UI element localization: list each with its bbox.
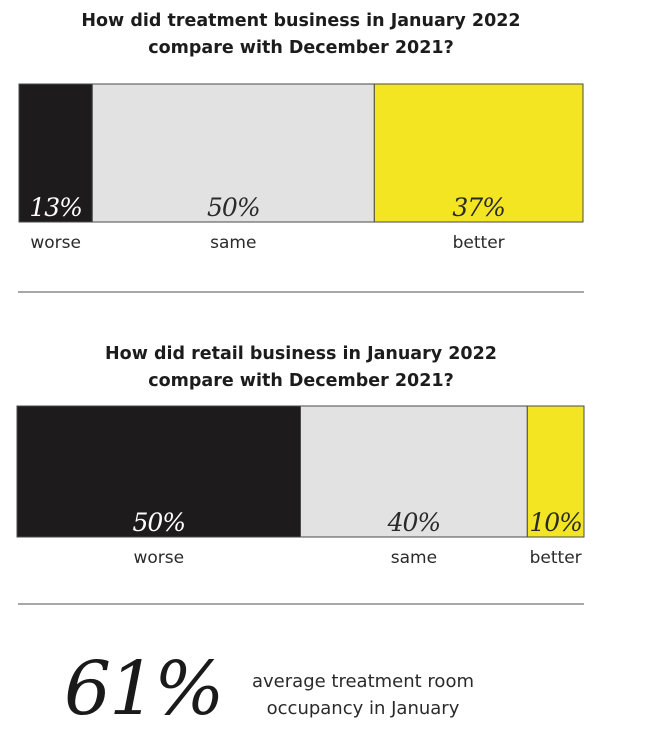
chart2-value-label-same: 40%: [387, 508, 441, 537]
chart1-title-line1: How did treatment business in January 20…: [81, 11, 521, 31]
chart2-title-line2: compare with December 2021?: [148, 371, 454, 391]
chart1-category-label-better: better: [453, 233, 505, 253]
chart2-category-label-better: better: [530, 548, 582, 568]
chart1-category-label-worse: worse: [30, 233, 81, 253]
stat-value: 61%: [64, 646, 222, 732]
chart2-value-label-better: 10%: [529, 508, 582, 537]
chart1-stacked-bar: 13% worse 50% same 37% better: [18, 83, 584, 253]
chart2-segment-better: [526, 405, 585, 538]
chart1-value-label-better: 37%: [452, 193, 505, 222]
chart1-title: How did treatment business in January 20…: [0, 8, 602, 62]
chart1-category-label-same: same: [210, 233, 256, 253]
chart1-value-label-worse: 13%: [29, 193, 82, 222]
chart1-segment-better: [373, 83, 584, 223]
chart2-category-label-same: same: [391, 548, 437, 568]
stat-caption-line2: occupancy in January: [267, 698, 460, 719]
chart2-title: How did retail business in January 2022 …: [0, 341, 602, 395]
chart1-title-line2: compare with December 2021?: [148, 38, 454, 58]
stat-caption-line1: average treatment room: [252, 671, 474, 692]
chart1-value-label-same: 50%: [207, 193, 260, 222]
chart1-segment-same: [91, 83, 375, 223]
chart2-title-line1: How did retail business in January 2022: [105, 344, 497, 364]
chart2-segment-same: [300, 405, 528, 538]
chart2-segment-worse: [16, 405, 301, 538]
chart2-category-label-worse: worse: [133, 548, 184, 568]
chart2-stacked-bar: 50% worse 40% same 10% better: [16, 405, 585, 568]
chart2-value-label-worse: 50%: [132, 508, 185, 537]
